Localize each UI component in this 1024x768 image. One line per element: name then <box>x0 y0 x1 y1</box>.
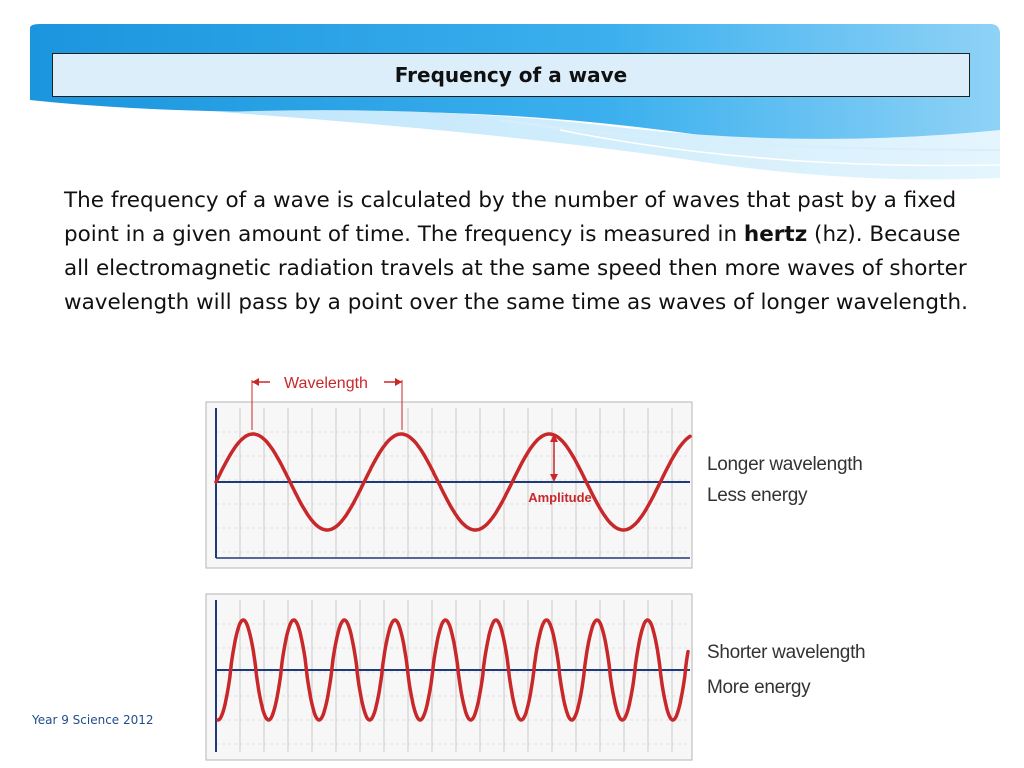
short-wavelength-diagram <box>205 593 693 761</box>
amplitude-marker: Amplitude <box>528 434 592 505</box>
slide-title: Frequency of a wave <box>394 63 628 87</box>
long-caption-wavelength: Longer wavelength <box>707 454 863 475</box>
long-wavelength-diagram: Wavelength Amplitude <box>205 375 693 569</box>
long-caption-energy: Less energy <box>707 485 808 506</box>
amplitude-label: Amplitude <box>528 490 592 505</box>
wavelength-marker: Wavelength <box>251 375 403 430</box>
wavelength-label: Wavelength <box>284 375 368 392</box>
body-paragraph: The frequency of a wave is calculated by… <box>64 184 984 320</box>
short-wave-line <box>216 618 690 722</box>
body-text-part-1: The frequency of a wave is calculated by… <box>64 188 957 247</box>
footer-text: Year 9 Science 2012 <box>32 713 154 727</box>
body-text-part-2: (hz). Because all electromagnetic radiat… <box>64 222 968 315</box>
long-wave-line <box>214 432 692 532</box>
body-text-bold-term: hertz <box>743 222 808 247</box>
arrowhead-up-icon <box>550 434 558 442</box>
title-box: Frequency of a wave <box>52 53 970 97</box>
long-panel-frame <box>205 401 693 569</box>
arrowhead-left-icon <box>252 378 259 386</box>
arrowhead-down-icon <box>550 474 558 482</box>
short-caption-wavelength: Shorter wavelength <box>707 642 866 663</box>
short-caption-energy: More energy <box>707 677 811 698</box>
arrowhead-right-icon <box>395 378 402 386</box>
